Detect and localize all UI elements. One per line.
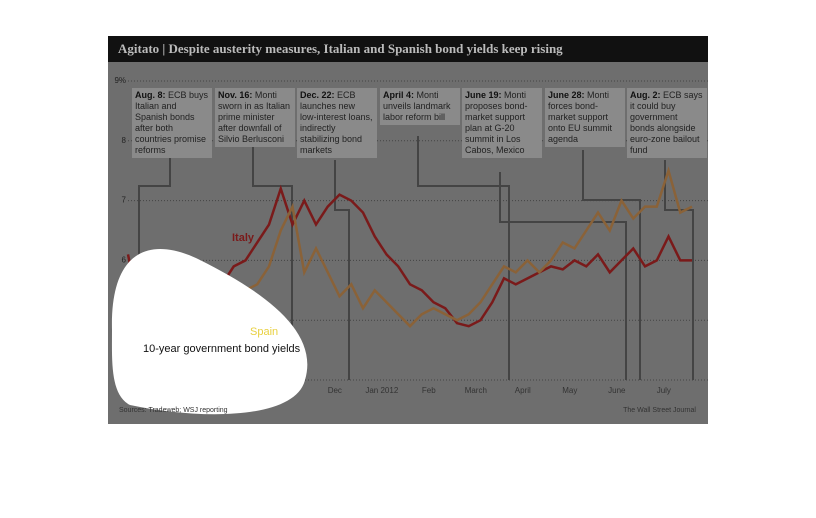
- annotation: Nov. 16: Monti sworn in as Italian prime…: [215, 88, 295, 147]
- annotation-text: Monti sworn in as Italian prime minister…: [218, 90, 291, 144]
- annotation-date: Dec. 22:: [300, 90, 335, 100]
- annotation: Aug. 8: ECB buys Italian and Spanish bon…: [132, 88, 212, 158]
- leader-line: [334, 160, 350, 380]
- annotation-date: Nov. 16:: [218, 90, 253, 100]
- title-bar: [108, 36, 708, 62]
- annotation-date: Aug. 2:: [630, 90, 661, 100]
- x-tick-label: Dec: [328, 386, 342, 395]
- leader-line: [252, 136, 293, 380]
- series-label: Spain: [250, 326, 278, 338]
- highlight: [111, 248, 308, 415]
- annotation-text: ECB says it could buy government bonds a…: [630, 90, 703, 155]
- y-tick-label: 9%: [114, 76, 126, 85]
- x-tick-label: May: [562, 386, 577, 395]
- annotation-text: ECB buys Italian and Spanish bonds after…: [135, 90, 209, 155]
- credit: The Wall Street Journal: [623, 407, 696, 414]
- x-tick-label: July: [657, 386, 671, 395]
- annotation: June 19: Monti proposes bond-market supp…: [462, 88, 542, 158]
- y-tick-label: 8: [122, 136, 127, 145]
- annotation-date: June 28:: [548, 90, 585, 100]
- annotation-date: Aug. 8:: [135, 90, 166, 100]
- subtitle: 10-year government bond yields: [143, 343, 301, 355]
- series-label: Italy: [232, 232, 255, 244]
- x-tick-label: Feb: [422, 386, 436, 395]
- annotation-text: Monti proposes bond-market support plan …: [465, 90, 528, 155]
- annotation: Dec. 22: ECB launches new low-interest l…: [297, 88, 377, 158]
- x-tick-label: April: [515, 386, 531, 395]
- x-tick-label: June: [608, 386, 626, 395]
- annotation: Aug. 2: ECB says it could buy government…: [627, 88, 707, 158]
- y-tick-label: 6: [122, 256, 127, 265]
- chart-title: Agitato | Despite austerity measures, It…: [118, 41, 563, 56]
- annotation: June 28: Monti forces bond-market suppor…: [545, 88, 625, 147]
- leader-line: [499, 172, 627, 380]
- annotation-date: April 4:: [383, 90, 415, 100]
- annotation-text: Monti unveils landmark labor reform bill: [383, 90, 451, 122]
- x-tick-label: March: [465, 386, 487, 395]
- leader-line: [417, 136, 510, 380]
- annotation: April 4: Monti unveils landmark labor re…: [380, 88, 460, 125]
- source: Sources: Tradeweb; WSJ reporting: [119, 407, 228, 414]
- x-tick-label: Jan 2012: [365, 386, 398, 395]
- annotation-text: ECB launches new low-interest loans, ind…: [300, 90, 373, 155]
- annotation-text: Monti forces bond-market support onto EU…: [548, 90, 613, 144]
- leader-line: [582, 150, 641, 380]
- y-tick-label: 7: [122, 196, 127, 205]
- annotation-date: June 19:: [465, 90, 502, 100]
